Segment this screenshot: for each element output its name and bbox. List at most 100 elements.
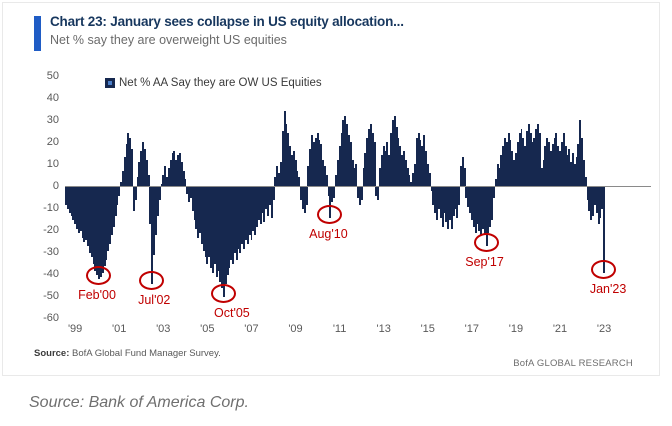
bar: [564, 146, 567, 186]
bar: [559, 150, 562, 186]
bar: [505, 142, 508, 186]
bar: [535, 128, 538, 186]
bar: [377, 187, 380, 201]
bar: [579, 120, 582, 186]
bar: [340, 133, 343, 186]
bar: [94, 187, 97, 271]
bar: [143, 148, 146, 186]
bar: [182, 170, 185, 186]
bar: [333, 187, 336, 198]
bar: [215, 187, 218, 278]
bar: [77, 187, 80, 234]
bar: [577, 144, 580, 186]
bar: [305, 187, 308, 205]
bar: [485, 187, 488, 247]
bar: [175, 159, 178, 186]
bar: [329, 187, 332, 218]
annotation-label: Feb'00: [78, 288, 116, 303]
bar: [368, 128, 371, 186]
bar: [107, 187, 110, 251]
bar: [145, 159, 148, 186]
bar: [235, 187, 238, 260]
bar: [278, 172, 281, 186]
bar: [312, 142, 315, 186]
bar: [533, 137, 536, 186]
bar: [452, 187, 455, 216]
bar: [153, 187, 156, 256]
bar: [428, 172, 431, 186]
source-label: Source:: [34, 348, 70, 359]
y-tick-label: -10: [43, 201, 59, 214]
bar: [575, 157, 578, 186]
bar: [268, 187, 271, 205]
bar: [469, 187, 472, 214]
bar: [358, 187, 361, 205]
bar: [318, 139, 321, 186]
bar: [498, 168, 501, 186]
bar: [257, 187, 260, 220]
zero-axis-line: [65, 186, 651, 187]
annotation-label: Sep'17: [465, 255, 504, 270]
bar: [379, 168, 382, 186]
bar: [522, 137, 525, 186]
bar: [283, 111, 286, 186]
bar: [123, 157, 126, 186]
bar: [314, 137, 317, 186]
bar: [430, 187, 433, 192]
bar: [103, 187, 106, 267]
x-tick-label: '99: [67, 323, 83, 335]
bar: [267, 187, 270, 216]
bar: [391, 120, 394, 186]
bar: [423, 135, 426, 186]
bar: [87, 187, 90, 247]
bar: [105, 187, 108, 260]
bar: [320, 144, 323, 186]
bar: [380, 155, 383, 186]
bar: [136, 177, 139, 186]
bar: [116, 187, 119, 205]
bar: [465, 187, 468, 198]
bar: [573, 164, 576, 186]
bar: [406, 168, 409, 186]
x-tick-label: '23: [596, 323, 612, 335]
bar: [232, 187, 235, 264]
x-tick-label: '09: [288, 323, 303, 335]
bar: [507, 133, 510, 186]
bar: [404, 159, 407, 186]
bar: [570, 161, 573, 186]
bar: [90, 187, 93, 258]
bar: [369, 124, 372, 186]
bar: [109, 187, 112, 245]
bar: [327, 187, 330, 196]
bar: [463, 168, 466, 186]
bar: [186, 187, 189, 194]
bar: [134, 187, 137, 201]
bar: [300, 187, 303, 201]
y-tick-label: 10: [46, 157, 59, 170]
bar: [492, 187, 495, 198]
annotation-circle: [591, 259, 617, 279]
bar: [402, 150, 405, 186]
x-tick-label: '07: [244, 323, 259, 335]
bar: [432, 187, 435, 205]
bar: [459, 166, 462, 186]
bar: [158, 187, 161, 201]
bar: [555, 133, 558, 186]
bar: [199, 187, 202, 234]
bar: [99, 187, 102, 278]
bar: [410, 181, 413, 186]
bar: [65, 187, 67, 205]
bar: [151, 187, 154, 284]
bar: [276, 166, 279, 186]
bar: [206, 187, 209, 264]
bar: [120, 181, 123, 186]
bar: [239, 187, 242, 253]
bar: [516, 142, 519, 186]
bar: [189, 187, 192, 198]
bar: [599, 187, 602, 218]
bar: [355, 164, 358, 186]
bar: [346, 124, 348, 186]
bar: [542, 159, 545, 186]
bar: [211, 187, 214, 273]
bar: [237, 187, 240, 249]
